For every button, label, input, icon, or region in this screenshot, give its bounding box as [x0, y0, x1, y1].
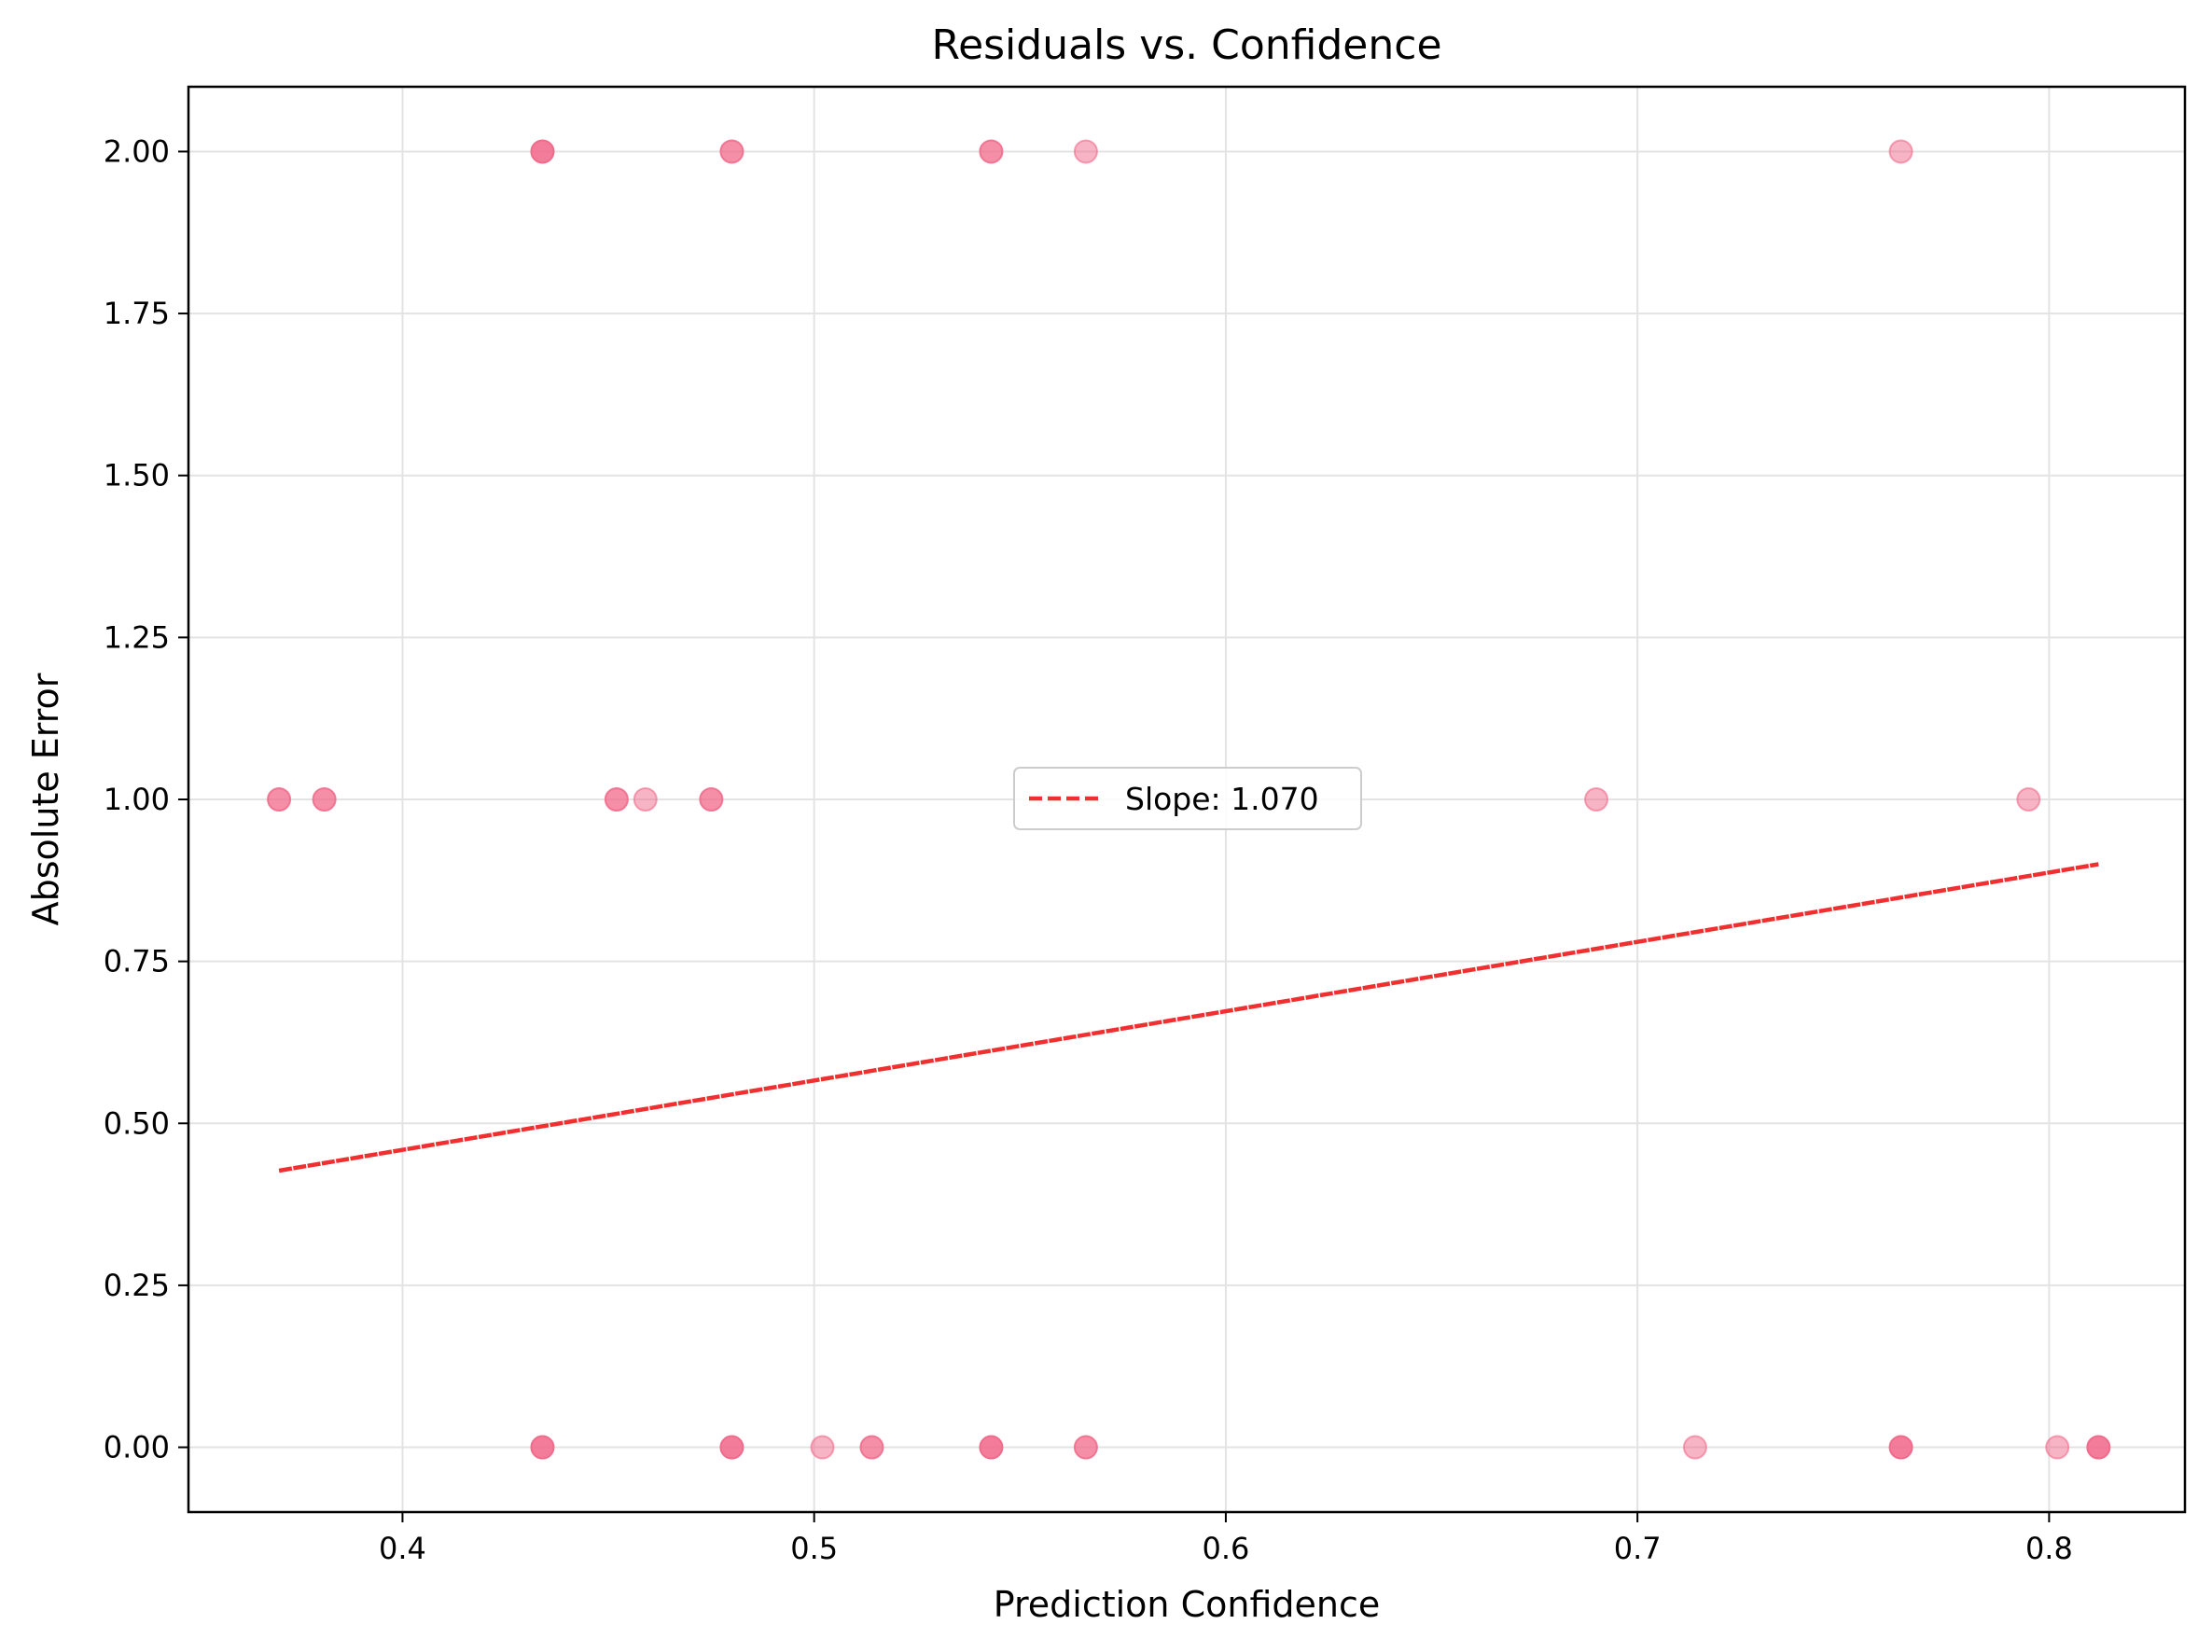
scatter-point	[312, 787, 337, 812]
chart-title: Residuals vs. Confidence	[931, 21, 1441, 69]
x-tick-label: 0.8	[2025, 1531, 2073, 1566]
y-tick-label: 1.75	[104, 296, 170, 331]
scatter-point	[604, 787, 629, 812]
scatter-point	[979, 139, 1004, 164]
x-tick-label: 0.6	[1202, 1531, 1249, 1566]
scatter-points	[267, 139, 2111, 1460]
legend-trend-label: Slope: 1.070	[1125, 781, 1319, 817]
legend: Slope: 1.070	[1013, 767, 1362, 830]
y-axis-label: Absolute Error	[25, 673, 66, 925]
scatter-point	[810, 1435, 835, 1460]
scatter-point	[719, 139, 744, 164]
scatter-point	[530, 139, 555, 164]
scatter-point	[1682, 1435, 1707, 1460]
scatter-point	[267, 787, 292, 812]
scatter-point	[2045, 1435, 2070, 1460]
y-tick-label: 1.50	[104, 458, 170, 493]
scatter-point	[633, 787, 658, 812]
scatter-point	[2016, 787, 2041, 812]
y-axis-ticks: 0.00 0.25 0.50 0.75 1.00 1.25 1.50 1.75 2.00	[104, 133, 188, 1465]
y-tick-label: 0.75	[104, 944, 170, 979]
scatter-point	[1888, 1435, 1913, 1460]
y-tick-label: 2.00	[104, 133, 170, 169]
legend-box	[1013, 767, 1362, 830]
x-tick-label: 0.4	[379, 1531, 426, 1566]
scatter-point	[1073, 1435, 1098, 1460]
scatter-point	[859, 1435, 884, 1460]
y-tick-label: 1.25	[104, 619, 170, 655]
scatter-point	[1073, 139, 1098, 164]
scatter-point	[2086, 1435, 2111, 1460]
y-tick-label: 0.25	[104, 1268, 170, 1303]
scatter-point	[719, 1435, 744, 1460]
x-tick-label: 0.5	[790, 1531, 838, 1566]
y-tick-label: 0.50	[104, 1105, 170, 1141]
scatter-point	[1584, 787, 1609, 812]
trend-line	[278, 862, 2099, 1173]
scatter-point	[530, 1435, 555, 1460]
scatter-point	[979, 1435, 1004, 1460]
x-axis-label: Prediction Confidence	[994, 1584, 1381, 1625]
y-tick-label: 0.00	[104, 1430, 170, 1465]
scatter-point	[699, 787, 724, 812]
x-tick-label: 0.7	[1614, 1531, 1662, 1566]
y-tick-label: 1.00	[104, 782, 170, 817]
scatter-point	[1888, 139, 1913, 164]
x-axis-ticks: 0.4 0.5 0.6 0.7 0.8	[379, 1512, 2073, 1566]
trend-line-group	[278, 862, 2099, 1173]
